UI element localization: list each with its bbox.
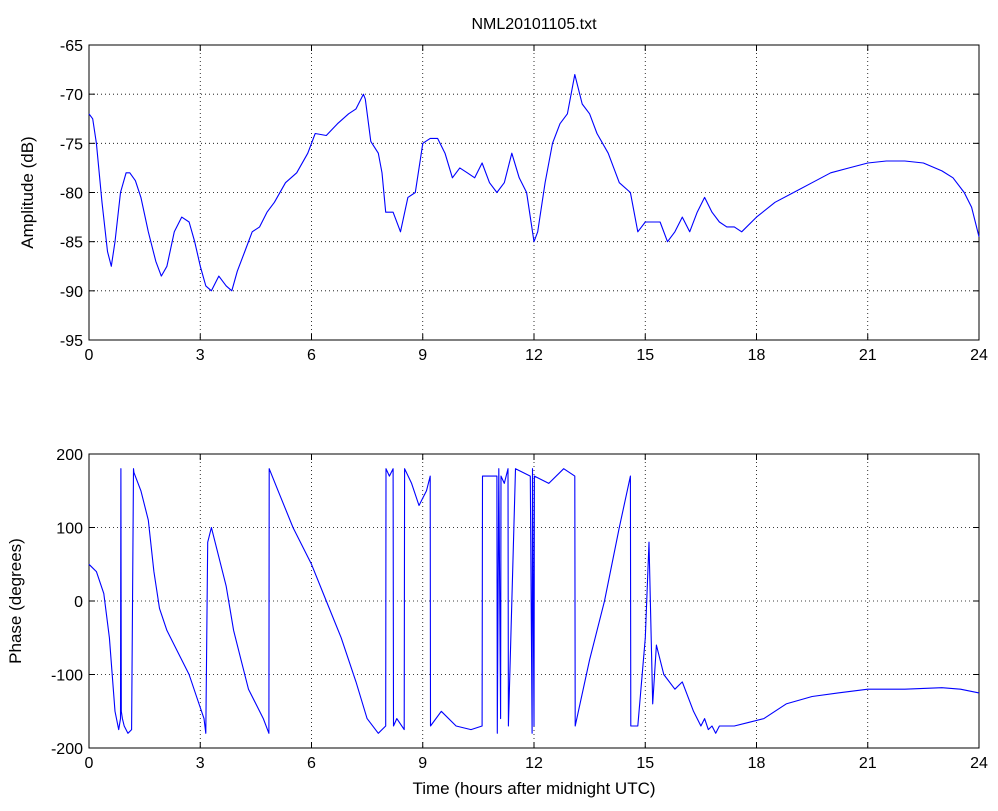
time-x-axis-label: Time (hours after midnight UTC) [412,779,655,798]
x-tick-label: 0 [85,755,94,772]
y-tick-label: 200 [56,447,83,464]
amplitude-y-axis-label: Amplitude (dB) [18,136,37,248]
amplitude-ticks: 0 3 6 9 12 15 18 21 24 -95 -90 -85 -80 -75 -70 -65 [60,38,988,364]
y-tick-label: -80 [60,186,83,203]
x-tick-label: 9 [418,347,427,364]
x-tick-label: 21 [859,347,877,364]
x-tick-label: 6 [307,347,316,364]
x-tick-label: 3 [196,347,205,364]
x-tick-label: 12 [525,347,543,364]
x-tick-label: 24 [970,347,988,364]
x-tick-label: 12 [525,755,543,772]
y-tick-label: -100 [51,668,83,685]
x-tick-label: 18 [748,347,766,364]
x-tick-label: 24 [970,755,988,772]
amplitude-panel: 0 3 6 9 12 15 18 21 24 -95 -90 -85 -80 -75 -70 -65 NML2… [18,16,988,364]
phase-y-axis-label: Phase (degrees) [6,538,25,664]
x-tick-label: 3 [196,755,205,772]
phase-series-line [88,468,980,734]
x-tick-label: 21 [859,755,877,772]
y-tick-label: -70 [60,87,83,104]
x-tick-label: 9 [418,755,427,772]
y-tick-label: 0 [74,594,83,611]
phase-panel: 0 3 6 9 12 15 18 21 24 -200 -100 0 100 200 Phase (deg… [6,447,988,798]
amplitude-series-group [88,73,980,292]
x-tick-label: 6 [307,755,316,772]
phase-ticks: 0 3 6 9 12 15 18 21 24 -200 -100 0 100 200 [51,447,988,772]
y-tick-label: -75 [60,136,83,153]
y-tick-label: 100 [56,521,83,538]
x-tick-label: 15 [636,347,654,364]
y-tick-label: -65 [60,38,83,55]
phase-series-group [88,468,980,734]
x-tick-label: 18 [748,755,766,772]
x-tick-label: 0 [85,347,94,364]
amplitude-series-line [88,73,980,292]
y-tick-label: -95 [60,333,83,350]
y-tick-label: -200 [51,741,83,758]
chart-title: NML20101105.txt [471,16,597,33]
y-tick-label: -85 [60,235,83,252]
x-tick-label: 15 [636,755,654,772]
y-tick-label: -90 [60,284,83,301]
